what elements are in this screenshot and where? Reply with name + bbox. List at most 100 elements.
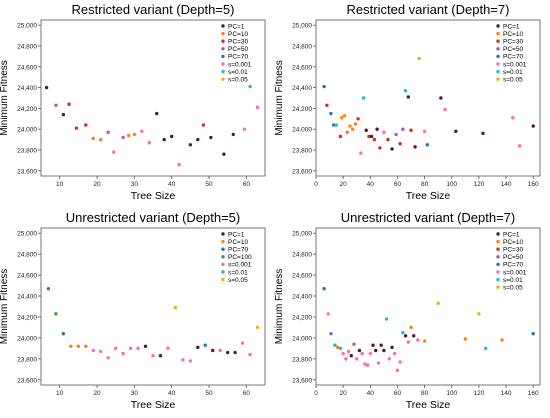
data-point [348, 124, 352, 128]
data-point [412, 334, 416, 338]
data-point [147, 141, 151, 145]
data-point [511, 116, 515, 120]
x-tick-label: 40 [168, 181, 176, 188]
data-point [369, 134, 374, 139]
data-point [233, 350, 237, 355]
legend-marker [496, 47, 500, 51]
data-point [341, 351, 345, 356]
data-point [531, 124, 535, 128]
y-tick-label: 24,400 [292, 85, 312, 92]
data-point [140, 129, 144, 133]
data-point [151, 353, 155, 358]
data-point [329, 111, 333, 116]
legend-label: s=0.001 [228, 61, 252, 68]
data-point [376, 361, 381, 365]
x-tick-label: 10 [56, 390, 64, 397]
data-point [322, 84, 326, 89]
x-tick-label: 60 [394, 181, 402, 188]
data-point [181, 358, 185, 362]
data-point [67, 102, 71, 106]
data-point [248, 352, 252, 357]
legend-label: s=0.001 [503, 61, 527, 68]
data-point [387, 357, 392, 361]
chart-title: Restricted variant (Depth=7) [347, 2, 510, 17]
legend-marker [221, 232, 225, 236]
x-axis-label: Tree Size [131, 399, 176, 411]
data-point [398, 360, 402, 364]
legend-marker [496, 77, 500, 81]
x-axis-label: Tree Size [131, 190, 176, 202]
x-tick-label: 20 [340, 390, 348, 397]
data-point [422, 129, 427, 133]
legend-label: s=0.01 [503, 69, 523, 76]
data-point [69, 344, 73, 348]
legend-marker [221, 47, 225, 51]
data-point [112, 150, 116, 154]
legend-label: PC=1 [228, 231, 245, 238]
y-tick-label: 23,800 [17, 148, 37, 155]
x-axis-label: Tree Size [406, 190, 451, 202]
legend-marker [221, 277, 225, 282]
y-tick-label: 23,600 [17, 377, 37, 384]
x-tick-label: 160 [528, 390, 539, 397]
data-point [166, 346, 170, 351]
data-point [76, 344, 81, 348]
legend-marker [496, 270, 500, 274]
data-point [61, 112, 66, 117]
plot-area [40, 19, 266, 177]
y-tick-label: 24,000 [292, 335, 312, 342]
data-point [345, 130, 349, 135]
data-point [143, 344, 148, 348]
legend-marker [496, 262, 500, 267]
x-tick-label: 140 [501, 390, 512, 397]
x-tick-label: 0 [314, 390, 318, 397]
data-point [477, 312, 481, 316]
legend-label: PC=70 [228, 54, 248, 61]
data-point [367, 134, 371, 139]
data-point [336, 345, 340, 350]
x-tick-label: 10 [56, 181, 64, 188]
data-point [99, 349, 103, 354]
y-axis-label: Minimum Fitness [0, 60, 10, 136]
data-point [225, 350, 230, 355]
data-point [231, 132, 235, 137]
legend-label: PC=30 [228, 39, 248, 46]
legend-marker [221, 69, 225, 74]
data-point [403, 89, 408, 93]
data-point [132, 132, 137, 137]
data-point [463, 337, 468, 341]
legend-marker [221, 54, 225, 59]
data-point [338, 346, 343, 351]
x-tick-label: 60 [394, 390, 402, 397]
legend-marker [496, 31, 500, 36]
data-point [196, 137, 200, 142]
legend-marker [221, 39, 225, 43]
y-tick-label: 24,000 [17, 335, 37, 342]
data-point [401, 330, 405, 335]
y-tick-label: 24,800 [292, 44, 312, 51]
data-point [333, 343, 337, 347]
x-tick-label: 30 [131, 181, 139, 188]
data-point [106, 130, 110, 135]
x-tick-label: 20 [93, 181, 101, 188]
data-point [481, 131, 485, 136]
data-point [355, 357, 359, 361]
chart-panel-1: Restricted variant (Depth=5) 23,600 23,800… [0, 2, 266, 202]
data-point [384, 317, 389, 321]
data-point [349, 353, 353, 358]
y-tick-label: 24,400 [17, 294, 37, 301]
legend-marker [221, 270, 225, 274]
data-point [203, 343, 207, 347]
data-point [255, 325, 260, 330]
data-point [374, 348, 378, 353]
legend-label: s=0.01 [503, 277, 523, 284]
data-point [158, 353, 163, 358]
legend-label: PC=50 [503, 254, 523, 261]
data-point [363, 362, 367, 366]
plot-area [40, 227, 266, 386]
y-tick-label: 23,800 [292, 356, 312, 363]
data-point [188, 359, 193, 363]
data-point [361, 96, 366, 100]
data-point [378, 146, 382, 150]
scatter-points [322, 287, 535, 373]
